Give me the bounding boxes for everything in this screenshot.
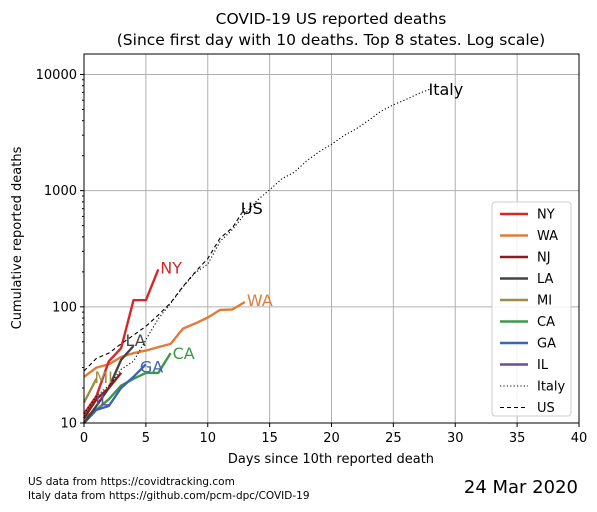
legend: NY WA NJ LA MI CA GA IL Italy US <box>491 201 572 417</box>
series-end-label-il: IL <box>95 390 109 409</box>
y-tick-label: 100 <box>52 300 77 315</box>
legend-box <box>491 201 572 417</box>
series-lines: NY WA LA MI CA GA IL Italy US <box>82 80 464 424</box>
tick-labels: 0 5 10 15 20 25 30 35 40 10 100 1000 10000 <box>36 68 588 446</box>
chart-title-line1: COVID-19 US reported deaths <box>216 10 447 28</box>
series-end-label-mi: MI <box>94 368 113 387</box>
legend-label-italy: Italy <box>537 380 566 395</box>
series-line-italy <box>83 88 431 415</box>
legend-label-ga: GA <box>537 337 556 352</box>
date-stamp: 24 Mar 2020 <box>464 477 578 498</box>
x-tick-label: 5 <box>142 431 150 446</box>
x-tick-label: 35 <box>509 431 526 446</box>
series-end-label-la: LA <box>126 331 146 350</box>
x-axis-label: Days since 10th reported death <box>228 452 434 467</box>
series-line-nj <box>82 372 123 419</box>
legend-label-ny: NY <box>537 208 555 223</box>
chart-title-line2: (Since first day with 10 deaths. Top 8 s… <box>117 31 545 49</box>
y-axis-label: Cumulative reported deaths <box>10 146 25 329</box>
y-tick-label: 1000 <box>44 184 77 199</box>
legend-label-wa: WA <box>537 229 558 244</box>
series-end-label-ny: NY <box>160 258 182 277</box>
legend-label-nj: NJ <box>537 251 551 266</box>
series-line-ga <box>83 363 147 424</box>
x-tick-label: 0 <box>80 431 88 446</box>
y-tick-label: 10 <box>60 417 77 432</box>
y-tick-label: 10000 <box>36 68 77 83</box>
x-tick-label: 25 <box>385 431 402 446</box>
x-tick-label: 15 <box>261 431 278 446</box>
series-end-label-us: US <box>241 199 263 218</box>
source-italy: Italy data from https://github.com/pcm-d… <box>28 490 310 502</box>
legend-label-us: US <box>537 401 555 416</box>
series-line-wa <box>83 300 246 378</box>
x-tick-label: 30 <box>447 431 464 446</box>
series-end-label-ga: GA <box>140 357 163 376</box>
series-end-label-italy: Italy <box>429 80 464 99</box>
series-line-mi <box>82 378 98 404</box>
series-end-label-ca: CA <box>173 344 195 363</box>
x-tick-label: 10 <box>199 431 216 446</box>
series-end-label-wa: WA <box>247 291 273 310</box>
legend-label-ca: CA <box>537 315 555 330</box>
x-tick-label: 40 <box>571 431 588 446</box>
legend-label-mi: MI <box>537 294 552 309</box>
legend-label-la: LA <box>537 272 554 287</box>
legend-label-il: IL <box>537 358 549 373</box>
source-us: US data from https://covidtracking.com <box>28 476 235 488</box>
x-tick-label: 20 <box>323 431 340 446</box>
